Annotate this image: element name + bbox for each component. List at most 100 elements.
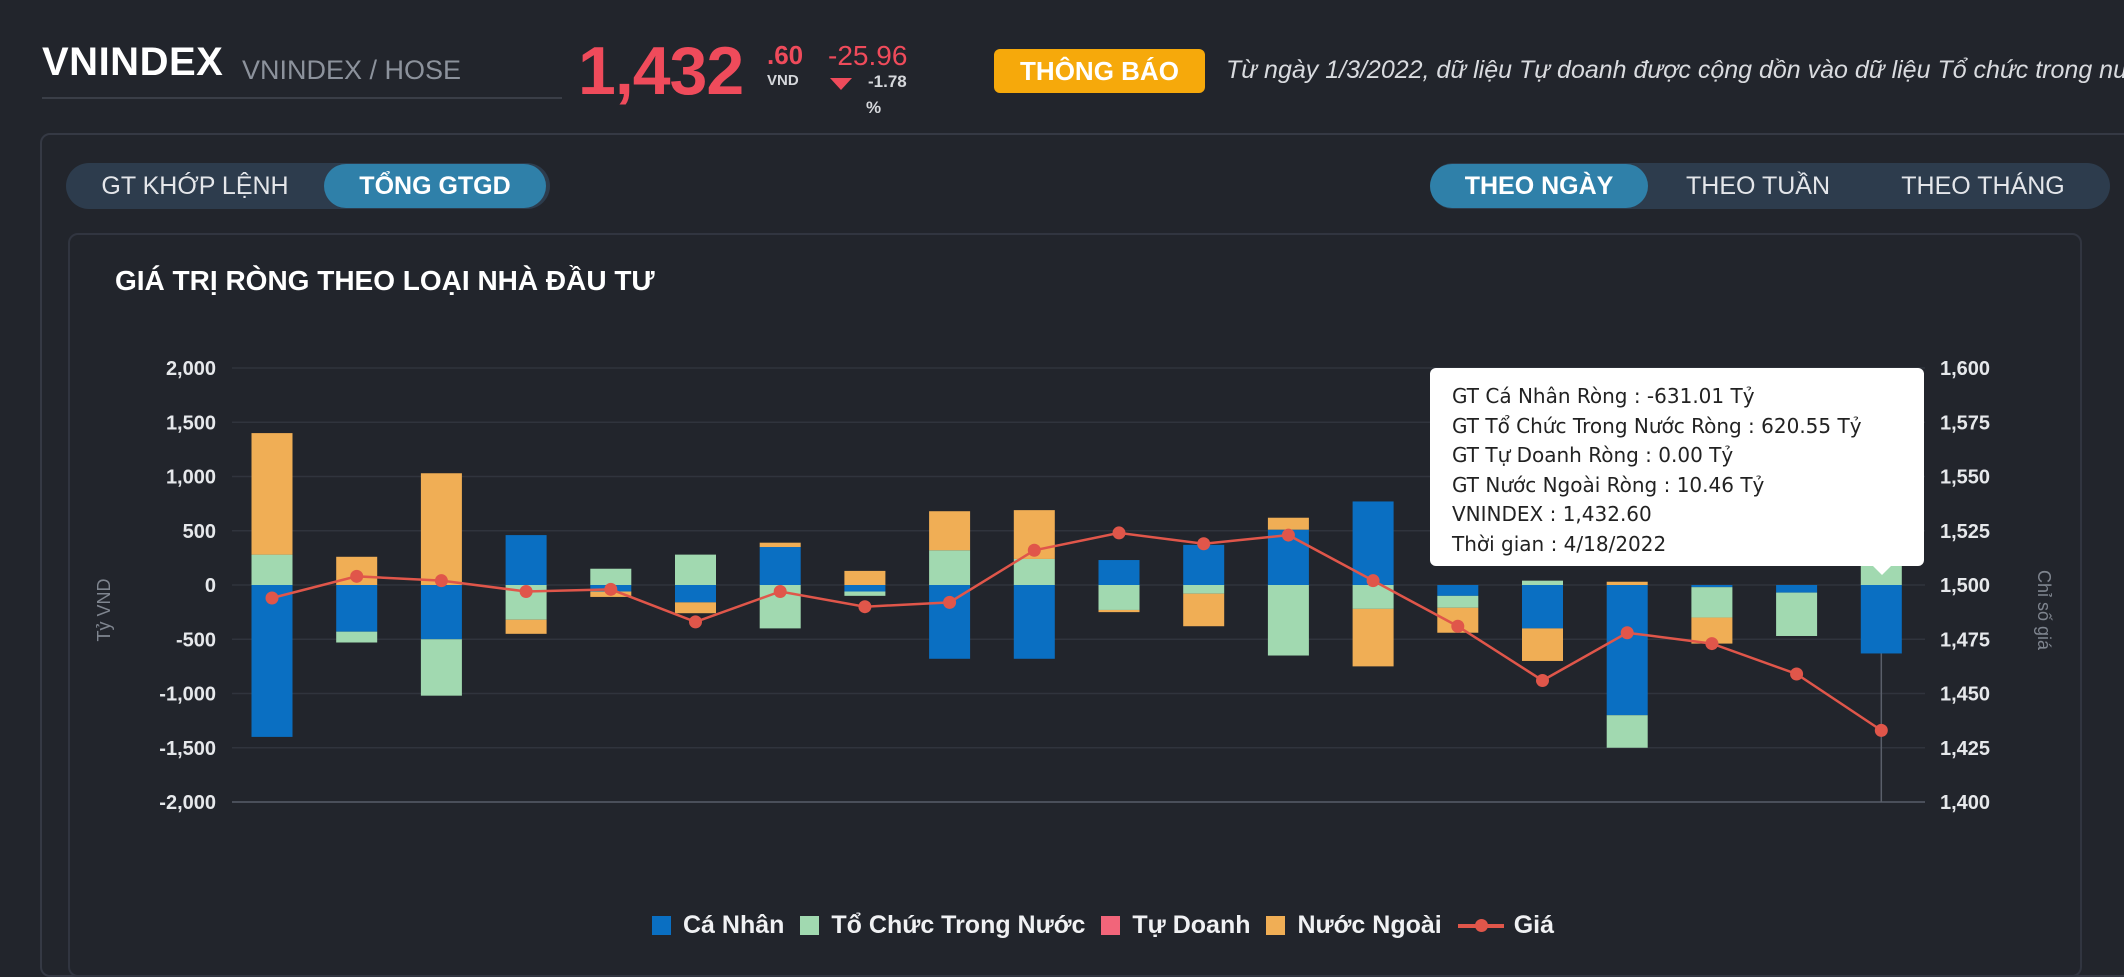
exchange-label: VNINDEX / HOSE	[242, 55, 462, 85]
price-point[interactable]	[1112, 526, 1126, 540]
bar-ca-nhan[interactable]	[1352, 501, 1394, 585]
bar-to-chuc[interactable]	[1522, 580, 1563, 585]
bar-ca-nhan[interactable]	[1606, 585, 1648, 716]
bar-nuoc-ngoai[interactable]	[929, 511, 971, 551]
tab-tong-gtgd[interactable]: TỔNG GTGD	[324, 164, 546, 208]
bar-to-chuc[interactable]	[675, 554, 716, 585]
price-point[interactable]	[1451, 619, 1465, 633]
bar-ca-nhan[interactable]	[1437, 585, 1479, 596]
bar-to-chuc[interactable]	[1776, 592, 1818, 636]
bar-to-chuc[interactable]	[844, 591, 886, 596]
header-divider	[42, 97, 562, 99]
price-point[interactable]	[604, 582, 618, 596]
legend-label-tu-doanh: Tự Doanh	[1132, 911, 1251, 939]
chart-card	[68, 233, 2082, 977]
price-point[interactable]	[265, 591, 279, 605]
price-point[interactable]	[350, 569, 364, 583]
bar-to-chuc[interactable]	[1013, 558, 1055, 585]
bar-nuoc-ngoai[interactable]	[251, 433, 293, 555]
bar-nuoc-ngoai[interactable]	[1183, 593, 1225, 627]
bar-nuoc-ngoai[interactable]	[420, 473, 462, 585]
bar-ca-nhan[interactable]	[420, 585, 462, 640]
bar-to-chuc[interactable]	[1606, 715, 1648, 748]
bar-to-chuc[interactable]	[1183, 585, 1225, 594]
y-left-tick: 2,000	[166, 358, 216, 380]
bar-nuoc-ngoai[interactable]	[1267, 517, 1309, 530]
change-absolute: -25.96	[828, 40, 908, 71]
bar-ca-nhan[interactable]	[1860, 585, 1902, 654]
y-left-tick: -2,000	[159, 792, 216, 814]
bar-to-chuc[interactable]	[929, 550, 971, 585]
bar-ca-nhan[interactable]	[1013, 585, 1055, 659]
bar-ca-nhan[interactable]	[759, 547, 801, 585]
bar-nuoc-ngoai[interactable]	[1522, 628, 1563, 661]
bar-nuoc-ngoai[interactable]	[505, 619, 547, 634]
bar-to-chuc[interactable]	[1691, 587, 1733, 618]
bar-ca-nhan[interactable]	[1776, 585, 1818, 593]
bar-ca-nhan[interactable]	[1522, 585, 1563, 629]
price-point[interactable]	[1536, 673, 1549, 687]
bar-to-chuc[interactable]	[1267, 585, 1309, 656]
bar-ca-nhan[interactable]	[1691, 585, 1733, 588]
legend-item-ca-nhan[interactable]: Cá Nhân	[652, 911, 784, 940]
legend-item-tu-doanh[interactable]: Tự Doanh	[1101, 911, 1250, 940]
y-right-tick: 1,525	[1940, 521, 1990, 543]
bar-nuoc-ngoai[interactable]	[675, 602, 716, 614]
bar-nuoc-ngoai[interactable]	[1098, 609, 1140, 613]
bar-ca-nhan[interactable]	[336, 585, 378, 632]
bar-to-chuc[interactable]	[336, 631, 378, 643]
legend-swatch-to-chuc	[800, 916, 820, 935]
y-right-tick: 1,550	[1940, 467, 1990, 489]
price-point[interactable]	[773, 585, 787, 599]
bar-to-chuc[interactable]	[1437, 595, 1479, 608]
price-point[interactable]	[434, 574, 448, 588]
bar-to-chuc[interactable]	[420, 639, 462, 696]
price-line	[265, 526, 1888, 737]
price-point[interactable]	[1027, 543, 1041, 557]
notice-badge[interactable]: THÔNG BÁO	[994, 49, 1205, 93]
y-left-axis-title: Tỷ VND	[94, 578, 114, 641]
chart-title: GIÁ TRỊ RÒNG THEO LOẠI NHÀ ĐẦU TƯ	[115, 265, 655, 296]
bar-ca-nhan[interactable]	[1183, 544, 1225, 585]
bar-nuoc-ngoai[interactable]	[759, 542, 801, 548]
legend-item-to-chuc[interactable]: Tổ Chức Trong Nước	[800, 911, 1085, 940]
price-point[interactable]	[1366, 574, 1380, 588]
tab-theo-tuan[interactable]: THEO TUẦN	[1686, 171, 1830, 200]
bar-ca-nhan[interactable]	[1098, 560, 1140, 585]
price-point[interactable]	[689, 615, 702, 629]
tab-gt-khop-lenh[interactable]: GT KHỚP LỆNH	[101, 171, 289, 200]
bar-to-chuc[interactable]	[1098, 585, 1140, 610]
bar-ca-nhan[interactable]	[251, 585, 293, 737]
tab-theo-ngay[interactable]: THEO NGÀY	[1430, 164, 1648, 208]
bar-nuoc-ngoai[interactable]	[1352, 608, 1394, 667]
price-point[interactable]	[858, 600, 872, 614]
tooltip-tu-doanh: GT Tự Doanh Ròng : 0.00 Tỷ	[1452, 443, 1734, 467]
bar-nuoc-ngoai[interactable]	[844, 570, 886, 585]
bar-ca-nhan[interactable]	[844, 585, 886, 592]
value-type-toggle: GT KHỚP LỆNH TỔNG GTGD	[66, 163, 550, 209]
bar-to-chuc[interactable]	[1352, 585, 1394, 609]
price-point[interactable]	[1197, 537, 1211, 551]
legend-item-nuoc-ngoai[interactable]: Nước Ngoài	[1266, 911, 1442, 940]
price-point[interactable]	[519, 585, 533, 599]
tab-theo-thang[interactable]: THEO THÁNG	[1901, 171, 2065, 200]
bar-to-chuc[interactable]	[251, 554, 293, 585]
bar-to-chuc[interactable]	[590, 568, 632, 585]
price-point[interactable]	[1620, 626, 1634, 640]
tooltip-to-chuc: GT Tổ Chức Trong Nước Ròng : 620.55 Tỷ	[1452, 413, 1862, 438]
y-right-tick: 1,475	[1940, 629, 1990, 651]
price-point[interactable]	[1874, 723, 1888, 737]
price-point[interactable]	[1705, 637, 1719, 651]
y-right-axis-title: Chỉ số giá	[2034, 570, 2054, 651]
legend-item-gia[interactable]: Giá	[1457, 911, 1554, 940]
price-point[interactable]	[943, 595, 957, 609]
bar-ca-nhan[interactable]	[675, 585, 716, 603]
bar-ca-nhan[interactable]	[505, 535, 547, 585]
price-point[interactable]	[1281, 528, 1295, 542]
y-right-tick: 1,425	[1940, 738, 1990, 760]
axis-ticks: 2,000 1,500 1,000 500 0 -500 -1,000 -1,500 -2,00…	[159, 358, 1990, 814]
tooltip-time: Thời gian : 4/18/2022	[1452, 531, 1667, 556]
price-point[interactable]	[1790, 667, 1804, 681]
bar-nuoc-ngoai[interactable]	[1606, 581, 1648, 585]
